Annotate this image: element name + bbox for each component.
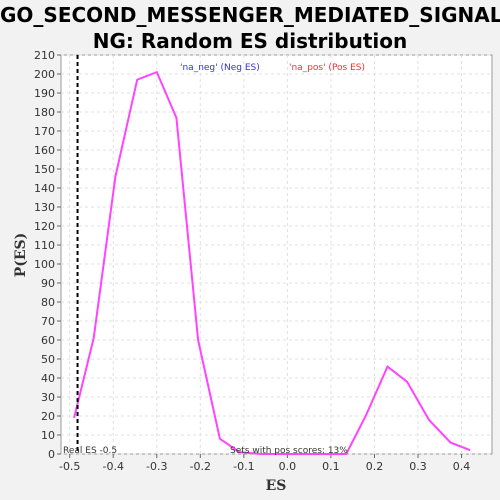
chart-title: GO_SECOND_MESSENGER_MEDIATED_SIGNALI NG:… bbox=[0, 2, 500, 54]
x-tick-label: 0.4 bbox=[453, 460, 471, 473]
legend-pos: 'na_pos' (Pos ES) bbox=[289, 63, 365, 73]
y-tick-label: 110 bbox=[34, 239, 55, 252]
y-axis-ticks: 0 10 20 30 40 50 60 70 80 90 100 110 120 130 140 150 160… bbox=[34, 49, 61, 461]
y-axis-title: P(ES) bbox=[13, 233, 29, 278]
y-tick-label: 100 bbox=[34, 258, 55, 271]
x-tick-label: 0.0 bbox=[279, 460, 297, 473]
y-tick-label: 180 bbox=[34, 106, 55, 119]
y-tick-label: 60 bbox=[41, 334, 55, 347]
y-tick-label: 210 bbox=[34, 49, 55, 62]
y-tick-label: 80 bbox=[41, 296, 55, 309]
x-tick-label: -0.5 bbox=[59, 460, 80, 473]
y-tick-label: 90 bbox=[41, 277, 55, 290]
series-layer bbox=[73, 70, 471, 455]
y-tick-label: 30 bbox=[41, 391, 55, 404]
y-tick-label: 40 bbox=[41, 372, 55, 385]
x-tick-label: 0.1 bbox=[322, 460, 340, 473]
x-tick-label: -0.2 bbox=[190, 460, 211, 473]
chart-title-line-2: NG: Random ES distribution bbox=[92, 29, 408, 53]
chart-title-line-1: GO_SECOND_MESSENGER_MEDIATED_SIGNALI bbox=[0, 3, 500, 27]
y-tick-label: 170 bbox=[34, 125, 55, 138]
x-tick-label: 0.2 bbox=[366, 460, 384, 473]
pos-scores-annotation: Sets with pos scores: 13% bbox=[230, 446, 348, 456]
series-line bbox=[73, 70, 471, 455]
y-tick-label: 70 bbox=[41, 315, 55, 328]
y-tick-label: 130 bbox=[34, 201, 55, 214]
y-tick-label: 160 bbox=[34, 144, 55, 157]
legend-neg: 'na_neg' (Neg ES) bbox=[180, 63, 260, 73]
y-tick-label: 50 bbox=[41, 353, 55, 366]
x-tick-label: -0.1 bbox=[233, 460, 254, 473]
y-tick-label: 140 bbox=[34, 182, 55, 195]
x-axis-ticks: -0.5 -0.4 -0.3 -0.2 -0.1 0.0 0.1 0.2 0.3 0.4 bbox=[59, 454, 470, 473]
x-tick-label: 0.3 bbox=[409, 460, 427, 473]
y-tick-label: 120 bbox=[34, 220, 55, 233]
real-es-annotation: Real ES -0.5 bbox=[63, 446, 117, 456]
y-tick-label: 10 bbox=[41, 429, 55, 442]
y-tick-label: 150 bbox=[34, 163, 55, 176]
y-tick-label: 20 bbox=[41, 410, 55, 423]
x-tick-label: -0.3 bbox=[146, 460, 167, 473]
y-tick-label: 190 bbox=[34, 87, 55, 100]
y-tick-label: 0 bbox=[48, 448, 55, 461]
plot-area bbox=[60, 54, 493, 455]
y-tick-label: 200 bbox=[34, 68, 55, 81]
grid-lines bbox=[61, 54, 492, 455]
x-tick-label: -0.4 bbox=[103, 460, 124, 473]
x-axis-title: ES bbox=[266, 478, 287, 494]
